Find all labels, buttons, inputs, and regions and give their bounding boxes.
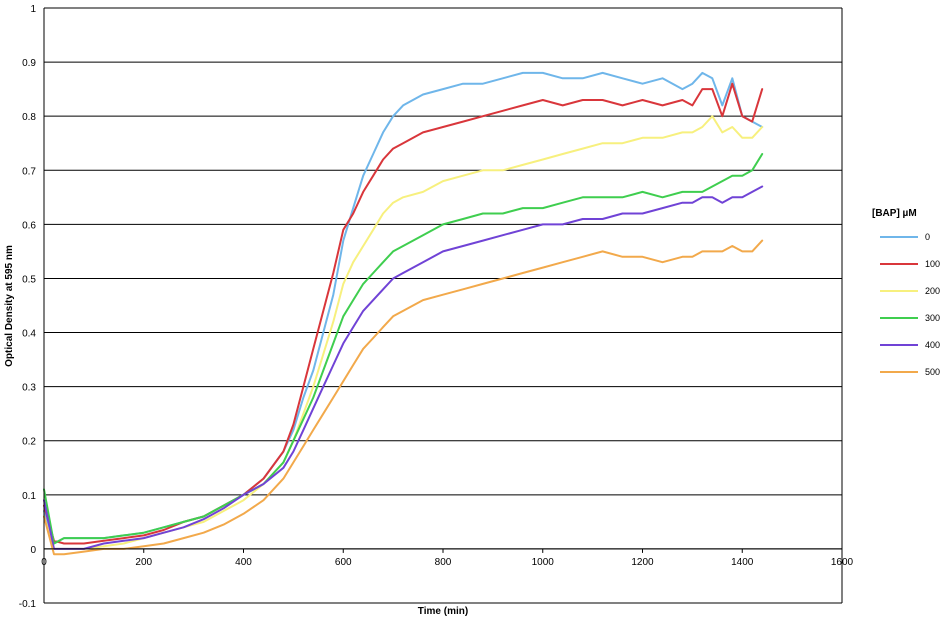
x-tick-label-4: 800 bbox=[435, 557, 452, 568]
legend-label-0: 0 bbox=[925, 232, 930, 242]
legend-label-400: 400 bbox=[925, 340, 940, 350]
legend-label-300: 300 bbox=[925, 313, 940, 323]
y-axis-title: Optical Density at 595 nm bbox=[4, 245, 15, 367]
x-tick-label-6: 1200 bbox=[631, 557, 654, 568]
x-tick-label-7: 1400 bbox=[731, 557, 754, 568]
series-line-100 bbox=[43, 82, 764, 545]
legend-title: [BAP] µM bbox=[872, 208, 917, 219]
x-tick-label-3: 600 bbox=[335, 557, 352, 568]
x-tick-label-5: 1000 bbox=[532, 557, 555, 568]
legend: [BAP] µM 0 100 200 300 400 500 bbox=[872, 208, 940, 377]
axes bbox=[43, 8, 843, 603]
legend-label-500: 500 bbox=[925, 367, 940, 377]
y-tick-label-6: 0.5 bbox=[22, 274, 36, 285]
y-tick-label-0: -0.1 bbox=[19, 599, 37, 610]
x-tick-label-8: 1600 bbox=[831, 557, 854, 568]
legend-label-200: 200 bbox=[925, 286, 940, 296]
y-tick-label-3: 0.2 bbox=[22, 437, 36, 448]
y-tick-label-5: 0.4 bbox=[22, 329, 36, 340]
x-axis-title: Time (min) bbox=[418, 606, 468, 617]
gridlines bbox=[44, 7, 842, 604]
y-tick-labels: -0.1 0 0.1 0.2 0.3 0.4 0.5 0.6 0.7 0.8 0.9 1 bbox=[19, 4, 37, 610]
y-tick-label-4: 0.3 bbox=[22, 383, 36, 394]
y-tick-label-7: 0.6 bbox=[22, 220, 36, 231]
y-tick-label-2: 0.1 bbox=[22, 491, 36, 502]
y-tick-label-8: 0.7 bbox=[22, 166, 36, 177]
x-tick-label-2: 400 bbox=[235, 557, 252, 568]
x-tick-labels: 0 200 400 600 800 1000 1200 1400 1600 bbox=[41, 548, 854, 568]
x-tick-label-1: 200 bbox=[135, 557, 152, 568]
legend-items: 0 100 200 300 400 500 bbox=[880, 232, 940, 377]
y-tick-label-9: 0.8 bbox=[22, 112, 36, 123]
legend-label-100: 100 bbox=[925, 259, 940, 269]
series-line-500 bbox=[43, 239, 764, 556]
series-lines bbox=[43, 71, 764, 556]
series-line-400 bbox=[43, 185, 764, 550]
y-tick-label-1: 0 bbox=[30, 545, 36, 556]
series-line-300 bbox=[43, 153, 764, 545]
y-tick-label-10: 0.9 bbox=[22, 58, 36, 69]
x-tick-label-0: 0 bbox=[41, 557, 47, 568]
y-tick-label-11: 1 bbox=[30, 4, 36, 15]
